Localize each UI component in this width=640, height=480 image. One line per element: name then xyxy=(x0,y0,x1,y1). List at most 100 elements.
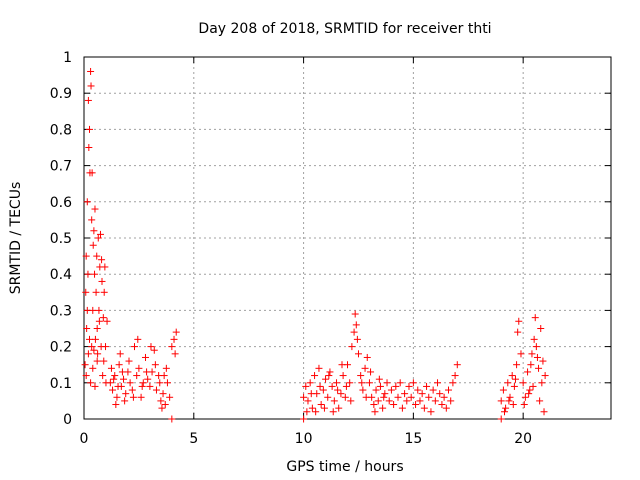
data-point xyxy=(511,375,519,383)
data-point xyxy=(95,317,103,325)
data-point xyxy=(354,350,362,358)
data-point xyxy=(126,379,134,387)
data-point xyxy=(93,325,101,332)
data-point xyxy=(352,321,360,329)
data-point xyxy=(92,288,100,296)
data-point xyxy=(351,310,359,318)
data-point xyxy=(429,386,437,394)
data-point xyxy=(84,350,92,358)
data-points xyxy=(81,67,549,423)
data-point xyxy=(99,314,107,322)
y-tick-label: 1 xyxy=(63,50,72,66)
data-point xyxy=(385,397,393,405)
data-point xyxy=(311,372,319,380)
data-point xyxy=(129,393,137,401)
data-point xyxy=(82,252,90,260)
data-point xyxy=(107,364,115,372)
axis-ticks: 00.10.20.30.40.50.60.70.80.910 5 10 15 20 xyxy=(50,50,611,447)
data-point xyxy=(401,390,409,398)
data-point xyxy=(120,375,128,383)
data-point xyxy=(535,364,543,372)
data-point xyxy=(409,379,417,387)
data-point xyxy=(517,350,525,358)
data-point xyxy=(320,404,328,412)
data-point xyxy=(106,379,114,387)
y-axis-label: SRMTID / TECUs xyxy=(8,182,24,295)
data-point xyxy=(324,393,332,401)
data-point xyxy=(326,368,334,376)
data-point xyxy=(163,379,171,387)
data-point xyxy=(85,335,93,343)
data-point xyxy=(101,263,109,271)
data-point xyxy=(407,393,415,401)
data-point xyxy=(328,382,336,390)
data-point xyxy=(403,397,411,405)
data-point xyxy=(95,306,103,314)
data-point xyxy=(499,386,507,394)
data-point xyxy=(427,408,435,416)
data-point xyxy=(357,372,365,380)
data-point xyxy=(100,357,108,365)
data-point xyxy=(160,372,168,380)
data-point xyxy=(416,397,424,405)
y-tick-label: 0.7 xyxy=(50,159,72,175)
data-point xyxy=(300,415,308,423)
data-point xyxy=(143,368,151,376)
data-point xyxy=(99,372,107,380)
data-point xyxy=(91,270,99,278)
data-point xyxy=(90,346,98,354)
data-point xyxy=(531,314,539,322)
data-point xyxy=(528,350,536,358)
data-point xyxy=(381,390,389,398)
data-point xyxy=(82,288,90,296)
data-point xyxy=(98,256,106,264)
data-point xyxy=(111,372,119,380)
data-point xyxy=(150,346,158,354)
data-point xyxy=(423,382,431,390)
data-point xyxy=(112,401,120,409)
data-point xyxy=(87,67,95,75)
data-point xyxy=(447,397,455,405)
data-point xyxy=(539,357,547,365)
data-point xyxy=(449,379,457,387)
data-point xyxy=(89,364,97,372)
data-point xyxy=(497,415,505,423)
data-point xyxy=(502,404,510,412)
data-point xyxy=(329,408,337,416)
data-point xyxy=(322,375,330,383)
data-point xyxy=(307,390,315,398)
data-point xyxy=(144,375,152,383)
data-point xyxy=(362,393,370,401)
data-point xyxy=(425,393,433,401)
data-point xyxy=(114,382,122,390)
data-point xyxy=(412,401,420,409)
y-tick-label: 0.6 xyxy=(50,195,72,211)
data-point xyxy=(521,393,529,401)
data-point xyxy=(532,343,540,351)
data-point xyxy=(317,401,325,409)
data-point xyxy=(514,328,522,336)
data-point xyxy=(347,397,355,405)
data-point xyxy=(85,125,93,133)
data-point xyxy=(300,393,308,401)
data-point xyxy=(85,144,93,151)
data-point xyxy=(118,368,126,376)
data-point xyxy=(170,335,178,343)
data-point xyxy=(93,252,101,260)
data-point xyxy=(88,169,96,177)
data-point xyxy=(453,361,461,369)
data-point xyxy=(103,317,111,325)
data-point xyxy=(338,361,346,369)
x-tick-label: 20 xyxy=(514,431,532,447)
y-tick-label: 0.3 xyxy=(50,303,72,319)
data-point xyxy=(379,404,387,412)
data-point xyxy=(434,379,442,387)
data-point xyxy=(367,368,375,376)
data-point xyxy=(89,241,97,249)
data-point xyxy=(91,335,99,343)
data-point xyxy=(530,335,538,343)
data-point xyxy=(451,372,459,380)
data-point xyxy=(525,390,533,398)
data-point xyxy=(540,408,548,416)
